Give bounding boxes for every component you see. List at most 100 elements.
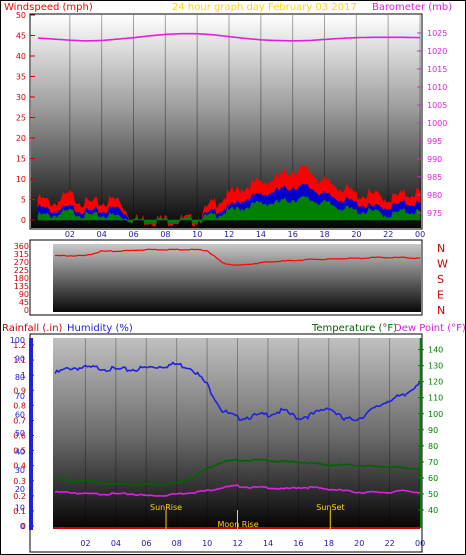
chart-title: 24 hour graph day February 03 2017 [172,2,357,13]
x-tick-label: 04 [97,230,107,239]
x-tick-label: 10 [202,539,212,548]
series-dewpoint [54,484,421,497]
temperature-tick-label: 120 [428,378,443,387]
x-tick-label: 22 [383,230,393,239]
direction-degree-label: 270 [14,258,29,267]
direction-degree-label: 90 [19,290,29,299]
y-left-tick-label: 45 [16,32,26,41]
x-tick-label: 18 [320,230,330,239]
series-barometer [37,32,421,42]
y-right-tick-label: 1000 [427,119,447,128]
y-left-tick-label: 5 [21,196,26,205]
y-left-tick-label: 40 [16,52,26,61]
temperature-tick-label: 100 [428,410,443,419]
x-tick-label: 16 [288,230,298,239]
rain-tick-label: 0.3 [13,477,26,486]
direction-degree-label: 225 [14,266,29,275]
x-tick-label: 04 [111,539,121,548]
x-tick-label: 12 [233,539,243,548]
humidity-tick-label: 90 [15,355,25,364]
y-left-tick-label: 50 [16,11,26,20]
series-low [37,196,421,225]
direction-degree-label: 0 [24,306,29,315]
x-tick-label: 12 [224,230,234,239]
direction-degree-label: 360 [14,242,29,251]
humidity-plot-area [53,338,420,528]
x-tick-label: 18 [324,539,334,548]
temperature-tick-label: 80 [428,442,438,451]
compass-label: E [437,289,444,302]
temperature-tick-label: 110 [428,394,443,403]
temperature-tick-label: 90 [428,426,438,435]
humidity-tick-label: 60 [15,410,25,419]
x-tick-label: 20 [351,230,361,239]
series-temperature [54,458,421,486]
rain-tick-label: 0 [21,522,26,531]
y-right-tick-label: 1015 [427,65,447,74]
humidity-axis-bar [29,338,33,530]
y-right-tick-label: 975 [427,209,442,218]
humidity-tick-label: 20 [15,485,25,494]
x-tick-label: 02 [65,230,75,239]
temperature-tick-label: 140 [428,346,443,355]
y-left-tick-label: 25 [16,114,26,123]
compass-label: N [437,242,445,255]
rain-tick-label: 0.1 [13,507,26,516]
direction-plot-area [53,244,421,312]
direction-degree-label: 315 [14,250,29,259]
rain-tick-label: 0.4 [13,462,26,471]
compass-label: N [437,304,445,317]
moonrise-label: Moon Rise [218,520,259,529]
direction-degree-label: 135 [14,282,29,291]
rain-tick-label: 0.5 [13,447,26,456]
rain-tick-label: 0.7 [13,416,26,425]
x-tick-label: 14 [256,230,266,239]
barometer-axis-label: Barometer (mb) [372,2,452,13]
compass-label: S [437,273,444,286]
x-tick-label: 00 [415,539,425,548]
y-left-tick-label: 20 [16,134,26,143]
y-right-tick-label: 1020 [427,47,447,56]
humidity-tick-label: 50 [15,429,25,438]
y-left-tick-label: 30 [16,93,26,102]
x-tick-label: 14 [263,539,273,548]
rain-tick-label: 0.2 [13,492,26,501]
humidity-axis-label: Humidity (%) [67,323,133,334]
rain-tick-label: 0.9 [13,386,26,395]
humidity-tick-label: 30 [15,466,25,475]
x-tick-label: 02 [80,539,90,548]
rain-tick-label: 0.8 [13,401,26,410]
compass-label: W [437,258,448,271]
x-tick-label: 08 [172,539,182,548]
y-right-tick-label: 990 [427,155,442,164]
sunrise-label: SunRise [150,503,182,512]
y-left-tick-label: 10 [16,175,26,184]
humidity-tick-label: 0 [20,522,25,531]
humidity-tick-label: 80 [15,373,25,382]
humidity-tick-label: 10 [15,503,25,512]
dewpoint-axis-label: Dew Point (°F) [394,323,466,334]
temperature-tick-label: 70 [428,458,438,467]
windspeed-axis-label: Windspeed (mph) [4,2,93,13]
temperature-tick-label: 40 [428,506,438,515]
sunset-label: SunSet [316,503,344,512]
y-left-tick-label: 15 [16,155,26,164]
y-left-tick-label: 35 [16,73,26,82]
rainfall-axis-label: Rainfall (.in) [2,323,63,334]
y-right-tick-label: 1010 [427,83,447,92]
x-tick-label: 08 [160,230,170,239]
y-right-tick-label: 1025 [427,29,447,38]
rain-tick-label: 1 [21,371,26,380]
x-tick-label: 22 [385,539,395,548]
rain-tick-label: 1.2 [13,341,26,350]
y-right-tick-label: 980 [427,191,442,200]
temperature-tick-label: 130 [428,362,443,371]
humidity-tick-label: 40 [15,448,25,457]
humidity-tick-label: 70 [15,392,25,401]
temperature-tick-label: 50 [428,490,438,499]
direction-degree-label: 45 [19,298,29,307]
x-tick-label: 16 [293,539,303,548]
y-right-tick-label: 1005 [427,101,447,110]
